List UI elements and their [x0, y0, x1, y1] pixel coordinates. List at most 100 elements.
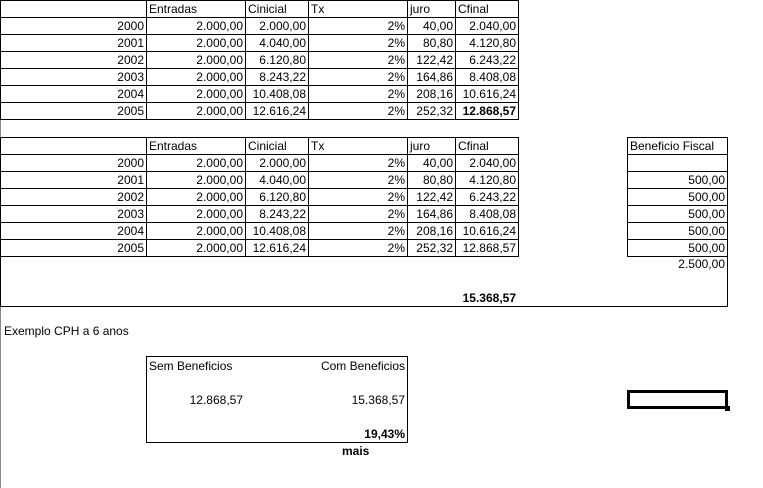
table-cell[interactable]: 2.000,00 — [146, 171, 246, 189]
table-cell[interactable]: 122,42 — [407, 188, 456, 206]
table-cell[interactable]: 2000 — [0, 17, 147, 35]
table-cell[interactable]: 12.616,24 — [245, 102, 309, 120]
sem-beneficios-value[interactable]: 12.868,57 — [189, 393, 243, 407]
mais-label[interactable]: mais — [342, 444, 370, 458]
table-cell[interactable]: 2.000,00 — [146, 154, 246, 172]
table-cell[interactable]: 4.120,80 — [455, 34, 519, 52]
header-cell[interactable]: Cinicial — [245, 0, 309, 18]
table-cell[interactable]: 10.616,24 — [455, 85, 519, 103]
table-cell[interactable]: 2.000,00 — [146, 102, 246, 120]
header-cell[interactable]: juro — [407, 137, 456, 155]
table-cell[interactable]: 2% — [308, 154, 408, 172]
header-cell[interactable]: juro — [407, 0, 456, 18]
sem-beneficios-label[interactable]: Sem Beneficios — [149, 359, 233, 373]
header-cell[interactable] — [0, 137, 147, 155]
table-cell[interactable]: 2.000,00 — [146, 222, 246, 240]
beneficio-cell[interactable]: 500,00 — [627, 188, 728, 206]
table-cell[interactable]: 2001 — [0, 34, 147, 52]
table-cell[interactable]: 2.040,00 — [455, 154, 519, 172]
table-cell[interactable]: 2.000,00 — [146, 34, 246, 52]
table-cell[interactable]: 2002 — [0, 51, 147, 69]
table-cell[interactable]: 2% — [308, 34, 408, 52]
header-cell[interactable]: Cfinal — [455, 137, 519, 155]
table-cell[interactable]: 2% — [308, 51, 408, 69]
table-cell[interactable]: 40,00 — [407, 154, 456, 172]
table-cell[interactable]: 6.243,22 — [455, 188, 519, 206]
table-cell[interactable]: 12.868,57 — [455, 239, 519, 257]
table-cell[interactable]: 2002 — [0, 188, 147, 206]
table-cell[interactable]: 2000 — [0, 154, 147, 172]
table-cell[interactable]: 252,32 — [407, 102, 456, 120]
header-cell[interactable] — [0, 0, 147, 18]
table-cell[interactable]: 208,16 — [407, 222, 456, 240]
table-cell[interactable]: 2% — [308, 171, 408, 189]
header-cell[interactable]: Entradas — [146, 137, 246, 155]
table-cell[interactable]: 2% — [308, 222, 408, 240]
table-cell[interactable]: 4.040,00 — [245, 34, 309, 52]
table-cell[interactable]: 208,16 — [407, 85, 456, 103]
table-cell[interactable]: 2% — [308, 102, 408, 120]
table-cell[interactable]: 12.616,24 — [245, 239, 309, 257]
table-cell[interactable]: 8.243,22 — [245, 205, 309, 223]
table-cell[interactable]: 2.040,00 — [455, 17, 519, 35]
beneficio-cell[interactable]: 500,00 — [627, 205, 728, 223]
table-cell[interactable]: 2% — [308, 205, 408, 223]
beneficio-cell[interactable]: 500,00 — [627, 222, 728, 240]
table-cell[interactable]: 80,80 — [407, 34, 456, 52]
table-cell[interactable]: 2003 — [0, 205, 147, 223]
table-cell[interactable]: 2.000,00 — [146, 188, 246, 206]
table-cell[interactable]: 6.120,80 — [245, 188, 309, 206]
com-beneficios-label[interactable]: Com Beneficios — [320, 359, 405, 373]
example-title[interactable]: Exemplo CPH a 6 anos — [4, 324, 129, 338]
table-cell[interactable]: 10.408,08 — [245, 222, 309, 240]
table-cell[interactable]: 6.120,80 — [245, 51, 309, 69]
table-cell[interactable]: 2% — [308, 85, 408, 103]
beneficio-cell[interactable]: 500,00 — [627, 239, 728, 257]
header-cell[interactable]: Cinicial — [245, 137, 309, 155]
table-cell[interactable]: 8.408,08 — [455, 68, 519, 86]
header-cell[interactable]: Entradas — [146, 0, 246, 18]
table-cell[interactable]: 2% — [308, 239, 408, 257]
table-cell[interactable]: 2.000,00 — [146, 205, 246, 223]
table-cell[interactable]: 122,42 — [407, 51, 456, 69]
table-cell[interactable]: 4.040,00 — [245, 171, 309, 189]
table-cell[interactable]: 2003 — [0, 68, 147, 86]
table-cell[interactable]: 2004 — [0, 85, 147, 103]
table-cell[interactable]: 2.000,00 — [146, 17, 246, 35]
header-cell[interactable]: Tx — [308, 137, 408, 155]
selected-cell[interactable] — [627, 390, 730, 411]
table-cell[interactable]: 252,32 — [407, 239, 456, 257]
table-cell[interactable]: 2% — [308, 68, 408, 86]
table-cell[interactable]: 2001 — [0, 171, 147, 189]
table-cell[interactable]: 8.408,08 — [455, 205, 519, 223]
table-cell[interactable]: 10.408,08 — [245, 85, 309, 103]
table-cell[interactable]: 2.000,00 — [146, 68, 246, 86]
table-cell[interactable]: 10.616,24 — [455, 222, 519, 240]
table-cell[interactable]: 2.000,00 — [146, 85, 246, 103]
header-cell[interactable]: Tx — [308, 0, 408, 18]
table-cell[interactable]: 8.243,22 — [245, 68, 309, 86]
table-cell[interactable]: 2.000,00 — [245, 17, 309, 35]
table-cell[interactable]: 2% — [308, 17, 408, 35]
beneficio-cell[interactable]: 500,00 — [627, 171, 728, 189]
header-cell[interactable]: Cfinal — [455, 0, 519, 18]
table-cell[interactable]: 80,80 — [407, 171, 456, 189]
table-cell[interactable]: 2.000,00 — [146, 239, 246, 257]
table-cell[interactable]: 40,00 — [407, 17, 456, 35]
table-cell[interactable]: 164,86 — [407, 68, 456, 86]
table-cell[interactable]: 2.000,00 — [146, 51, 246, 69]
table-cell[interactable]: 12.868,57 — [455, 102, 519, 120]
beneficio-total[interactable]: 2.500,00 — [678, 257, 725, 271]
table-cell[interactable]: 2005 — [0, 102, 147, 120]
table-cell[interactable]: 2% — [308, 188, 408, 206]
beneficio-header[interactable]: Beneficio Fiscal — [627, 137, 728, 155]
table-cell[interactable]: 4.120,80 — [455, 171, 519, 189]
percent-increase[interactable]: 19,43% — [364, 427, 405, 441]
table-cell[interactable]: 2.000,00 — [245, 154, 309, 172]
table-cell[interactable]: 6.243,22 — [455, 51, 519, 69]
grand-total[interactable]: 15.368,57 — [462, 291, 516, 305]
com-beneficios-value[interactable]: 15.368,57 — [351, 393, 405, 407]
table-cell[interactable]: 2004 — [0, 222, 147, 240]
table-cell[interactable]: 164,86 — [407, 205, 456, 223]
table-cell[interactable]: 2005 — [0, 239, 147, 257]
